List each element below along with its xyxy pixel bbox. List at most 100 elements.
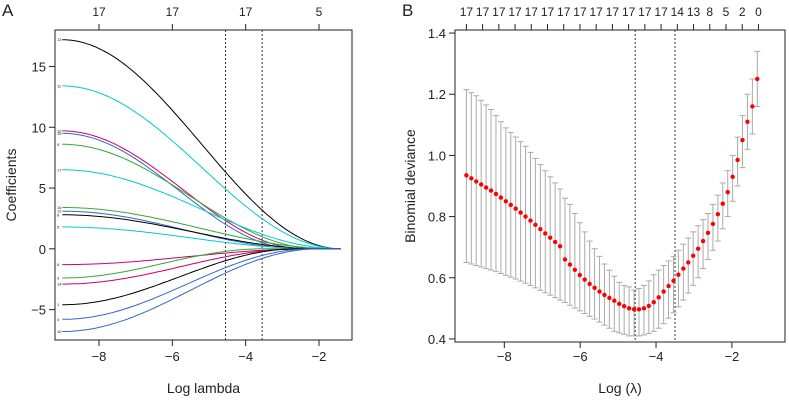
deviance-point: [671, 278, 676, 284]
panel-a-top-tick-label: 5: [316, 5, 323, 19]
deviance-point: [562, 257, 568, 262]
deviance-point: [735, 157, 740, 163]
deviance-point: [651, 300, 656, 305]
deviance-point: [518, 210, 523, 215]
panel-a-top-tick-label: 17: [239, 5, 253, 19]
deviance-point: [725, 189, 730, 195]
deviance-point: [582, 277, 587, 282]
deviance-point: [572, 267, 578, 273]
panel-b-top-tick-label: 17: [606, 5, 620, 19]
panel-a-plot-frame: [54, 29, 353, 341]
panel-b-y-tick-label: 0.4: [428, 332, 446, 347]
panel-a-y-axis-title: Coefficients: [3, 149, 19, 222]
panel-b-x-tick-label: −4: [649, 349, 664, 364]
deviance-point: [469, 176, 474, 181]
deviance-point: [552, 239, 558, 245]
deviance-point: [755, 76, 760, 82]
panel-a-y-tick-label: 10: [32, 120, 46, 135]
panel-a-top-tick-label: 17: [166, 5, 180, 19]
deviance-point: [705, 230, 711, 235]
coefficient-path-label: 10: [57, 128, 62, 133]
coefficient-path-3: [62, 130, 341, 250]
deviance-point: [695, 246, 701, 251]
panel-b-x-tick-label: −8: [497, 349, 512, 364]
coefficient-path-9: [62, 214, 341, 250]
panel-a-y-tick-label: 0: [39, 242, 46, 257]
coefficient-path-13: [62, 248, 341, 285]
coefficient-path-6: [62, 169, 341, 250]
deviance-point: [730, 174, 735, 180]
deviance-point: [488, 188, 494, 193]
deviance-point: [523, 214, 528, 219]
deviance-point: [533, 222, 538, 228]
deviance-point: [508, 202, 513, 208]
deviance-point: [464, 173, 469, 178]
deviance-point: [661, 289, 666, 294]
deviance-point: [666, 283, 671, 289]
panel-b-top-tick-label: 0: [755, 5, 762, 19]
coefficient-path-label: 14: [57, 282, 62, 287]
coefficient-path-label: 9: [57, 142, 60, 147]
coefficient-path-label: 15: [57, 131, 62, 136]
coefficient-path-label: 12: [57, 209, 62, 214]
deviance-point: [498, 195, 504, 200]
deviance-point: [646, 303, 652, 309]
panel-b-top-tick-label: 17: [590, 5, 604, 19]
panel-b-label: B: [402, 1, 413, 20]
panel-a-y-tick-label: −5: [31, 303, 46, 318]
panel-b-y-tick-label: 1.4: [428, 26, 446, 41]
deviance-point: [577, 272, 582, 278]
deviance-point: [493, 191, 499, 197]
coefficient-path-label: 3: [57, 276, 60, 281]
deviance-point: [617, 301, 622, 306]
deviance-point: [691, 253, 696, 258]
deviance-point: [656, 295, 661, 300]
panel-b-x-tick-label: −2: [724, 349, 739, 364]
panel-b-x-axis-title: Log (λ): [598, 380, 642, 396]
deviance-point: [710, 221, 716, 227]
coefficient-path-label: 16: [57, 205, 62, 210]
panel-b-y-tick-label: 0.6: [428, 271, 446, 286]
coefficient-path-label: 16: [57, 329, 62, 334]
coefficient-path-label: 6: [57, 262, 60, 267]
panel-b: B Log (λ) Binomial deviance −8 −6 −4 −2 0.4 0…: [402, 1, 786, 396]
panel-b-y-tick-label: 1.0: [428, 148, 446, 163]
deviance-point: [513, 206, 518, 211]
panel-a-x-tick-label: −8: [92, 349, 107, 364]
coefficient-path-label: 5: [57, 224, 60, 229]
deviance-point: [567, 262, 573, 267]
deviance-point: [612, 298, 617, 303]
panel-b-top-tick-label: 17: [492, 5, 506, 19]
panel-a-x-axis-title: Log lambda: [167, 380, 240, 396]
coefficient-path-1: [62, 39, 341, 250]
deviance-point: [636, 307, 642, 312]
panel-b-y-axis-title: Binomial deviance: [402, 129, 418, 243]
panel-b-marks: [463, 30, 761, 342]
panel-b-top-tick-label: 17: [476, 5, 490, 19]
deviance-point: [483, 185, 489, 190]
panel-b-top-tick-label: 17: [557, 5, 571, 19]
panel-b-top-tick-label: 17: [654, 5, 668, 19]
deviance-point: [548, 235, 553, 240]
panel-a-x-tick-label: −6: [165, 349, 180, 364]
panel-b-top-tick-label: 17: [573, 5, 587, 19]
deviance-point: [602, 292, 607, 298]
coefficient-path-14: [62, 248, 341, 306]
deviance-point: [750, 104, 755, 109]
deviance-point: [676, 272, 681, 277]
deviance-point: [631, 307, 637, 312]
panel-b-top-tick-label: 17: [541, 5, 555, 19]
deviance-point: [686, 260, 691, 265]
coefficient-path-label: 1: [57, 302, 60, 307]
panel-a: A Log lambda Coefficients −8 −6 −4 −2 −5 0 5 10…: [2, 1, 353, 396]
deviance-point: [528, 218, 533, 223]
deviance-point: [745, 119, 750, 124]
deviance-point: [474, 179, 479, 184]
deviance-point: [538, 226, 543, 232]
panel-b-top-tick-label: 17: [508, 5, 522, 19]
deviance-point: [740, 137, 745, 143]
deviance-point: [557, 244, 563, 249]
panel-b-top-tick-label: 17: [622, 5, 636, 19]
